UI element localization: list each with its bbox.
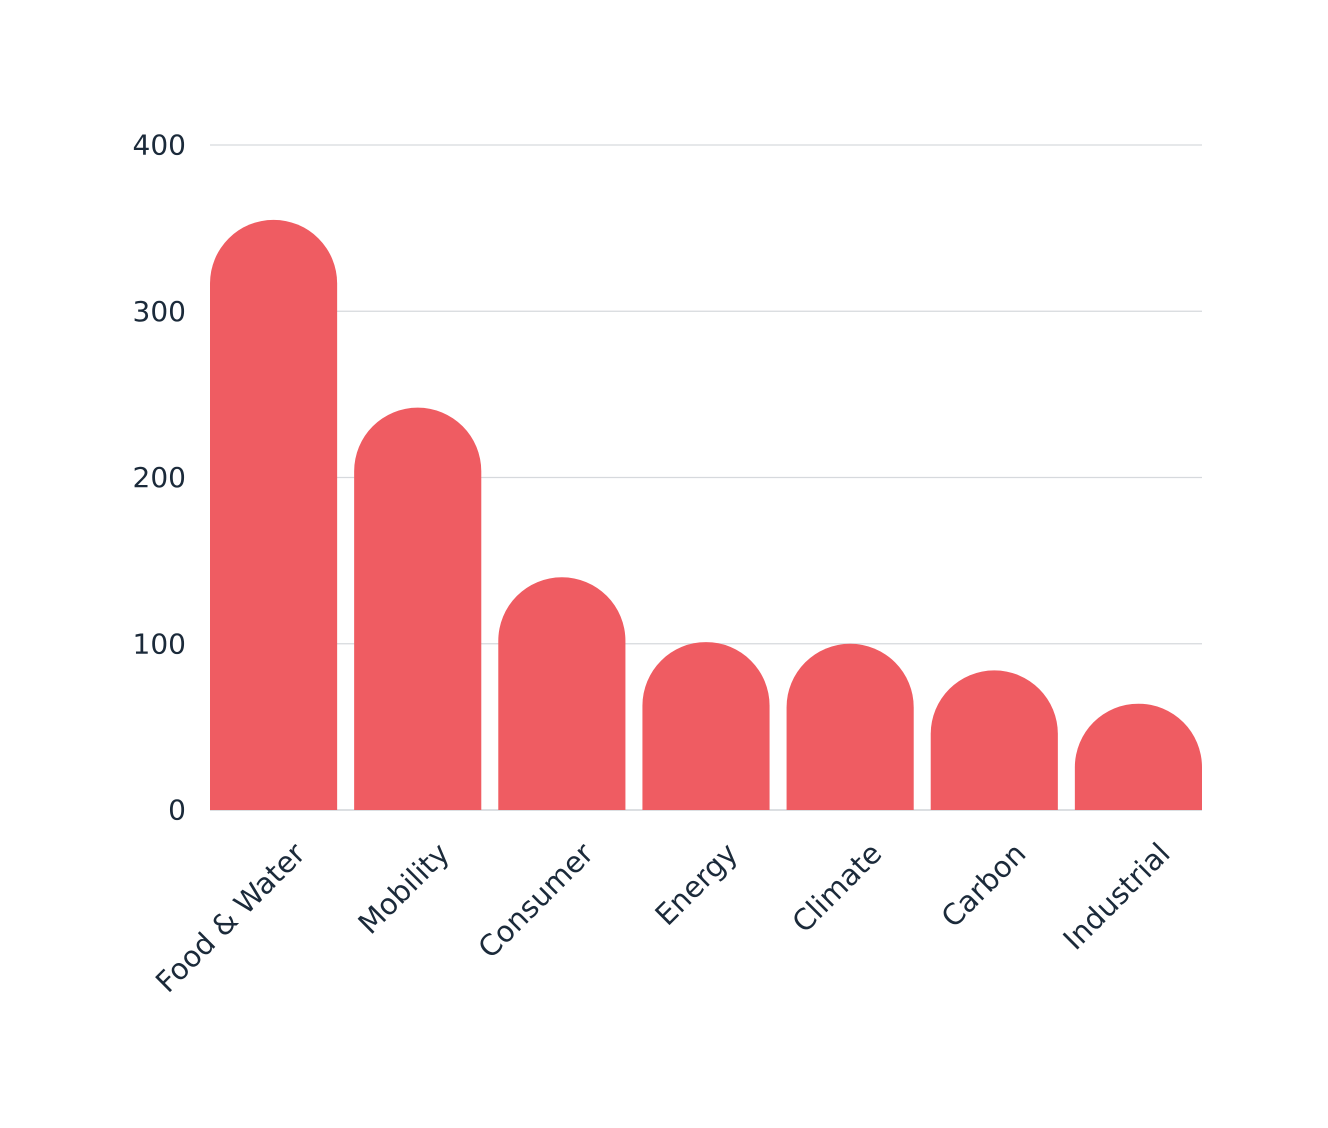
bar	[1074, 703, 1202, 810]
y-tick-label: 0	[168, 794, 186, 827]
x-tick-label: Climate	[785, 836, 888, 939]
bars	[210, 219, 1202, 811]
y-tick-label: 300	[133, 295, 186, 328]
bar	[210, 219, 338, 811]
bar	[786, 643, 914, 810]
y-tick-label: 200	[133, 461, 186, 494]
y-tick-label: 400	[133, 129, 186, 162]
bar	[930, 670, 1058, 810]
x-tick-label: Energy	[648, 836, 744, 932]
x-tick-label: Industrial	[1056, 836, 1176, 956]
y-axis-ticks: 0 100 200 300 400	[133, 129, 186, 827]
x-tick-label: Mobility	[351, 836, 456, 941]
bar	[498, 577, 626, 810]
bar	[354, 407, 482, 810]
y-tick-label: 100	[133, 627, 186, 660]
x-tick-label: Food & Water	[149, 836, 312, 999]
x-tick-label: Consumer	[471, 836, 600, 965]
bar	[642, 642, 770, 810]
x-tick-label: Carbon	[935, 836, 1033, 934]
x-axis-labels: Food & Water Mobility Consumer Energy Climat…	[149, 836, 1177, 999]
